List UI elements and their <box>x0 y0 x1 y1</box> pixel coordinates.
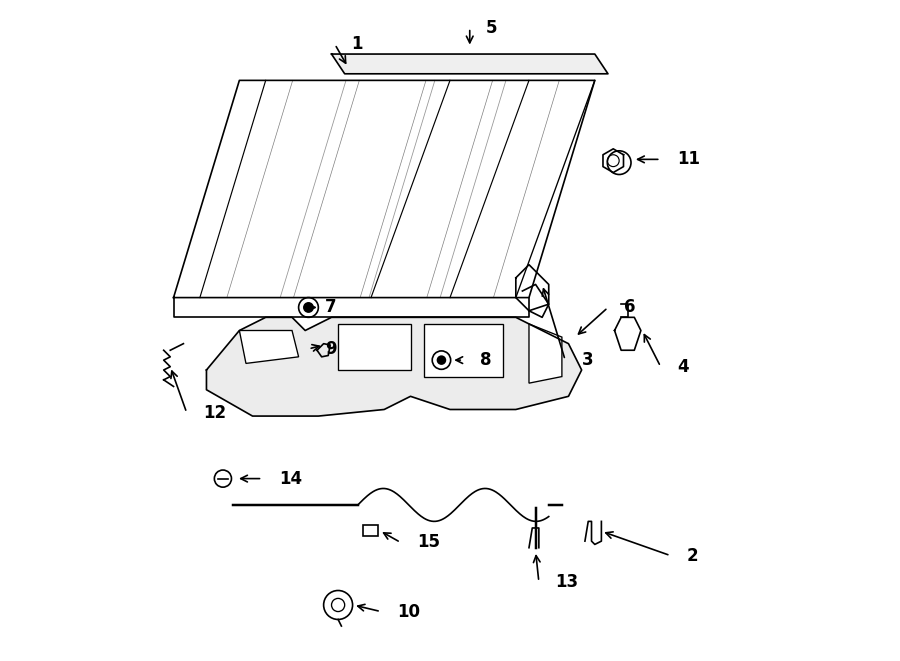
Circle shape <box>437 356 446 364</box>
Text: 7: 7 <box>325 299 337 317</box>
Text: 13: 13 <box>555 573 579 591</box>
Polygon shape <box>331 54 608 74</box>
Text: 14: 14 <box>279 469 302 488</box>
Polygon shape <box>529 324 562 383</box>
Bar <box>363 525 378 536</box>
Text: 8: 8 <box>480 351 491 369</box>
Text: 2: 2 <box>687 547 698 564</box>
Polygon shape <box>239 330 299 364</box>
Circle shape <box>304 303 313 312</box>
Text: 3: 3 <box>581 351 593 369</box>
Text: 15: 15 <box>417 533 440 551</box>
Text: 5: 5 <box>486 19 498 37</box>
Polygon shape <box>424 324 503 377</box>
Text: 4: 4 <box>677 358 688 375</box>
Text: 12: 12 <box>203 404 226 422</box>
Text: 9: 9 <box>325 340 337 358</box>
Text: 1: 1 <box>351 35 363 53</box>
Text: 11: 11 <box>677 150 700 169</box>
Text: 10: 10 <box>397 603 420 621</box>
Text: 6: 6 <box>625 299 636 317</box>
Polygon shape <box>338 324 410 370</box>
Polygon shape <box>206 317 581 416</box>
